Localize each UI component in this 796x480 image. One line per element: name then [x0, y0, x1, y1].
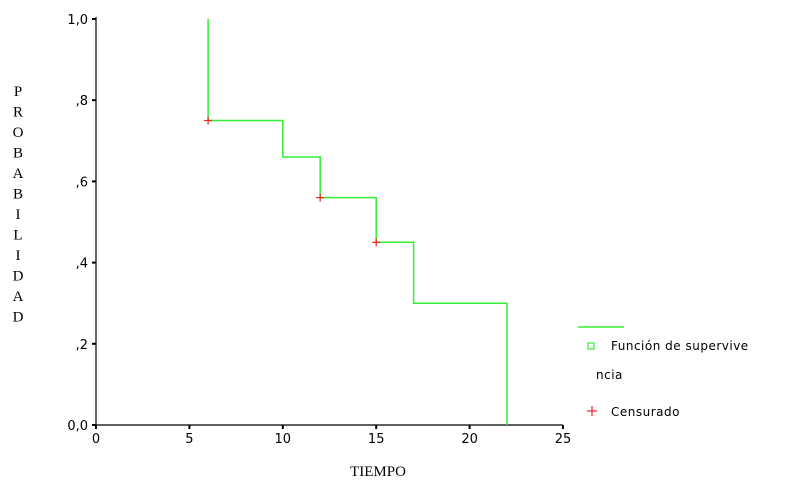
legend-survival-label-2: ncia	[596, 368, 623, 382]
y-axis-title-letter: R	[13, 105, 23, 121]
x-tick-label: 15	[368, 432, 385, 447]
y-axis-title-letter: A	[13, 166, 24, 182]
y-axis-title-letter: A	[13, 289, 24, 305]
y-axis-title-letter: D	[13, 310, 24, 326]
y-axis-title-letter: I	[16, 248, 21, 264]
y-axis-title-letter: L	[13, 228, 22, 244]
y-tick-label: ,4	[76, 257, 88, 272]
y-axis-title-letter: P	[14, 84, 22, 100]
x-axis-title: TIEMPO	[350, 464, 406, 480]
y-tick-label: 0,0	[67, 419, 88, 434]
x-tick-label: 25	[555, 432, 572, 447]
legend: Función de supervive ncia Censurado	[578, 326, 749, 419]
y-axis-title-letter: B	[13, 187, 23, 203]
x-tick-label: 20	[461, 432, 478, 447]
y-axis-title-letter: O	[13, 125, 24, 141]
y-axis-title-letter: I	[16, 207, 21, 223]
x-tick-label: 5	[185, 432, 193, 447]
y-axis-title-letter: B	[13, 146, 23, 162]
legend-censored-label: Censurado	[611, 405, 680, 419]
legend-survival-marker	[587, 342, 595, 350]
legend-survival-label-1: Función de supervive	[611, 339, 749, 353]
y-tick-label: ,6	[76, 175, 88, 190]
legend-censored-marker	[587, 406, 597, 416]
x-tick-label: 0	[92, 432, 100, 447]
plot-area: 0,0 ,2 ,4 ,6 ,8 1,0 0 5 10 15 20 25	[67, 13, 571, 447]
survival-line	[207, 19, 508, 425]
y-tick-label: ,8	[76, 94, 88, 109]
y-tick-label: 1,0	[67, 13, 88, 28]
x-tick-label: 10	[275, 432, 292, 447]
y-axis-title-letter: D	[13, 269, 24, 285]
y-tick-label: ,2	[76, 338, 88, 353]
